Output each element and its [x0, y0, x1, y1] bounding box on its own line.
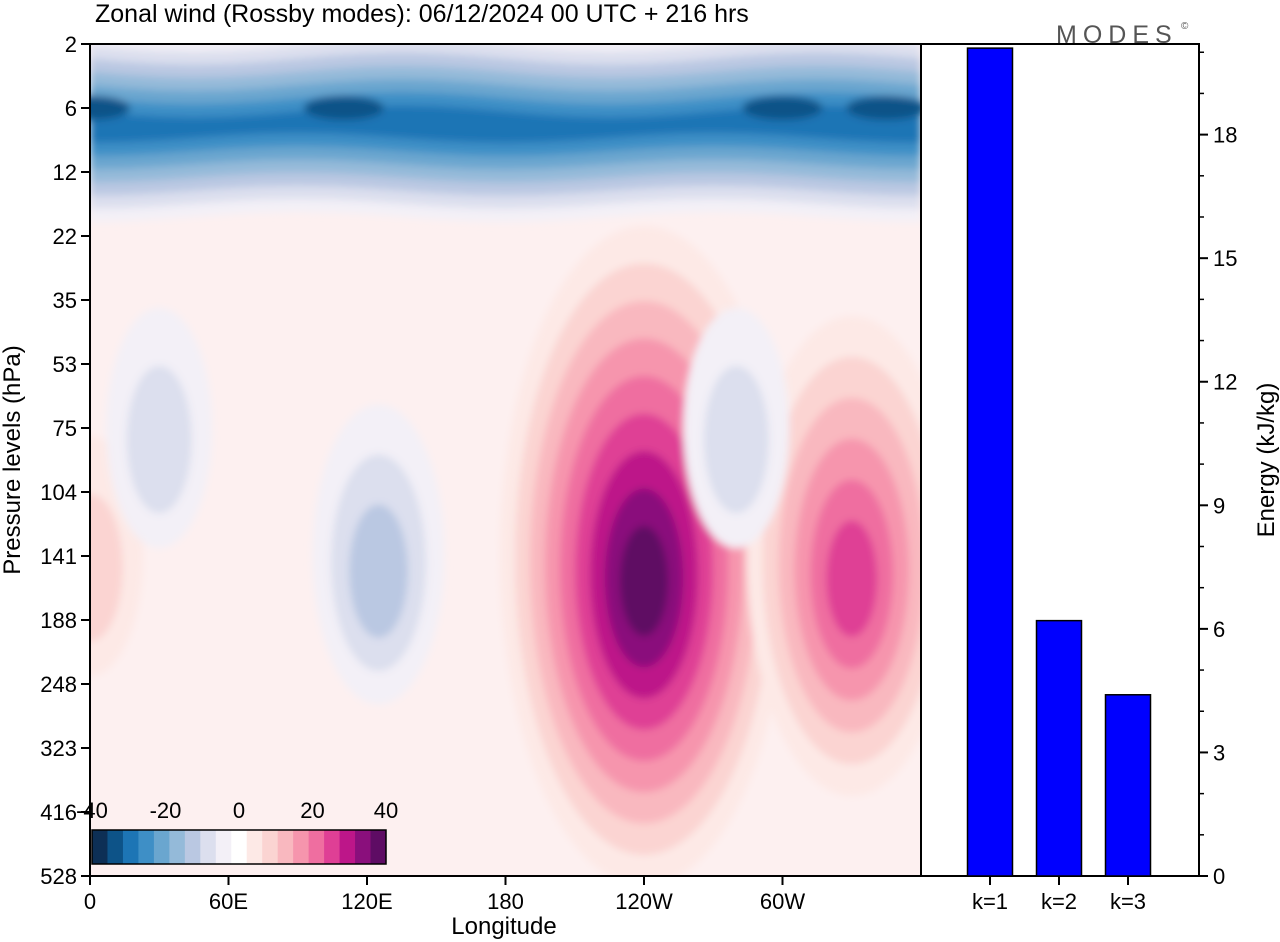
colorbar-swatches [91, 829, 387, 865]
heatmap-x-ticks: 0 60E 120E 180 120W 60W [84, 876, 805, 914]
colorbar-swatch [324, 830, 341, 864]
x-tick-label: 0 [84, 889, 96, 914]
energy-bar [966, 47, 1014, 877]
colorbar-swatch [277, 830, 294, 864]
contour-band [90, 96, 130, 120]
colorbar-label: 0 [233, 798, 245, 823]
energy-tick-label: 0 [1213, 864, 1225, 889]
colorbar-swatch [184, 830, 201, 864]
y-tick-label: 53 [53, 352, 77, 377]
y-tick-label: 104 [40, 480, 77, 505]
chart-title: Zonal wind (Rossby modes): 06/12/2024 00… [95, 0, 749, 28]
y-tick-label: 248 [40, 672, 77, 697]
energy-tick-label: 18 [1213, 123, 1237, 148]
colorbar-frame [91, 829, 387, 865]
colorbar-swatch [355, 830, 372, 864]
x-tick-label: 180 [487, 889, 524, 914]
colorbar-swatch [293, 830, 310, 864]
heatmap-y-ticks: 2 6 12 22 35 53 75 104 141 188 248 323 416 528 [40, 32, 90, 889]
colorbar-swatch [370, 830, 387, 864]
contour-band [620, 526, 668, 636]
colorbar-swatch [246, 830, 263, 864]
y-tick-label: 2 [65, 32, 77, 57]
y-tick-label: 6 [65, 96, 77, 121]
colorbar-swatch [308, 830, 325, 864]
x-tick-label: 120E [341, 889, 392, 914]
energy-bar [1035, 619, 1083, 877]
heatmap-panel: 2 6 12 22 35 53 75 104 141 188 248 323 416 528 0 60E 12… [0, 32, 922, 940]
energy-bars [966, 47, 1152, 877]
energy-bar [1104, 694, 1152, 877]
colorbar-swatch [200, 830, 217, 864]
energy-axis-label: Energy (kJ/kg) [1253, 383, 1280, 538]
y-tick-label: 75 [53, 416, 77, 441]
y-tick-label: 416 [40, 800, 77, 825]
colorbar-label: 40 [374, 798, 398, 823]
contour-shading [90, 44, 921, 876]
energy-tick-label: 3 [1213, 740, 1225, 765]
y-tick-label: 12 [53, 160, 77, 185]
y-tick-label: 528 [40, 864, 77, 889]
colorbar-swatch [262, 830, 279, 864]
colorbar-swatch [215, 830, 232, 864]
colorbar-label: 20 [300, 798, 324, 823]
y-tick-label: 323 [40, 736, 77, 761]
energy-bar-panel: 0 3 6 9 12 15 18 k=1 k=2 k=3 Energy (kJ/kg) [920, 43, 1280, 914]
bar-category-label: k=2 [1041, 889, 1077, 914]
logo-copyright-mark: © [1181, 21, 1189, 32]
contour-band [826, 520, 878, 637]
contour-band [126, 365, 192, 514]
colorbar-labels: -40 -20 0 20 40 [76, 798, 398, 823]
colorbar-swatch [231, 830, 248, 864]
colorbar-swatch [138, 830, 155, 864]
colorbar-label: -40 [76, 798, 108, 823]
energy-tick-label: 15 [1213, 246, 1237, 271]
x-tick-label: 120W [615, 889, 673, 914]
colorbar-swatch [92, 830, 108, 864]
y-axis-label: Pressure levels (hPa) [0, 345, 26, 574]
contour-band [703, 365, 769, 514]
contour-band [303, 96, 384, 120]
energy-x-ticks: k=1 k=2 k=3 [972, 876, 1146, 914]
x-axis-label: Longitude [451, 913, 556, 940]
heatmap-contours [90, 44, 921, 876]
x-tick-label: 60E [209, 889, 248, 914]
contour-band [90, 105, 921, 143]
y-tick-label: 188 [40, 608, 77, 633]
contour-band [846, 96, 921, 120]
contour-band [742, 96, 823, 120]
bar-category-label: k=1 [972, 889, 1008, 914]
colorbar-swatch [153, 830, 170, 864]
contour-band [349, 504, 408, 638]
contour-band [90, 493, 123, 642]
colorbar-swatch [107, 830, 124, 864]
y-tick-label: 35 [53, 288, 77, 313]
y-tick-label: 141 [40, 544, 77, 569]
colorbar-swatch [339, 830, 356, 864]
energy-tick-label: 6 [1213, 617, 1225, 642]
colorbar: -40 -20 0 20 40 [76, 798, 398, 865]
x-tick-label: 60W [760, 889, 805, 914]
energy-tick-label: 9 [1213, 493, 1225, 518]
energy-tick-label: 12 [1213, 370, 1237, 395]
y-tick-label: 22 [53, 224, 77, 249]
energy-y-ticks: 0 3 6 9 12 15 18 [1199, 51, 1237, 889]
colorbar-swatch [169, 830, 186, 864]
colorbar-label: -20 [150, 798, 182, 823]
bar-category-label: k=3 [1110, 889, 1146, 914]
colorbar-swatch [122, 830, 139, 864]
